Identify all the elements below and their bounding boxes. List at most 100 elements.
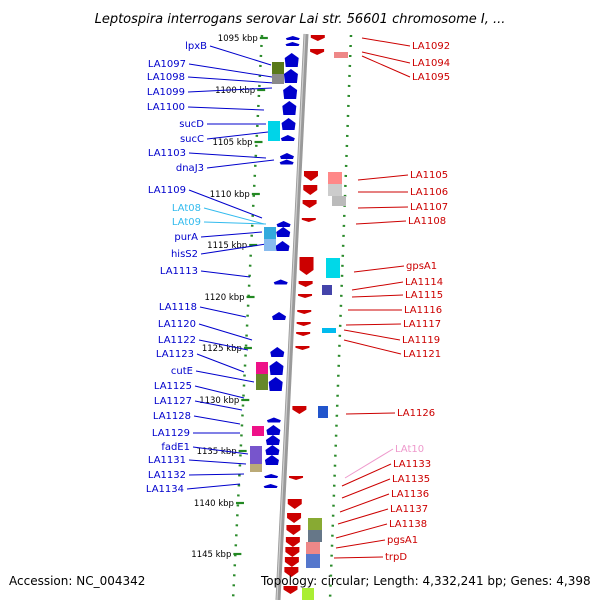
gene-label-la1137[interactable]: LA1137 <box>390 504 428 515</box>
gene-label-lat08[interactable]: LAt08 <box>172 203 201 214</box>
gene-label-lat09[interactable]: LAt09 <box>172 217 201 228</box>
forward-gene[interactable] <box>279 159 294 165</box>
gene-label-la1122[interactable]: LA1122 <box>158 335 196 346</box>
forward-gene[interactable] <box>283 85 298 99</box>
forward-gene[interactable] <box>264 474 279 478</box>
gene-label-la1125[interactable]: LA1125 <box>154 381 192 392</box>
gene-label-la1100[interactable]: LA1100 <box>147 102 185 113</box>
reverse-gene[interactable] <box>284 567 299 577</box>
gene-label-la1106[interactable]: LA1106 <box>410 187 448 198</box>
reverse-gene[interactable] <box>303 185 318 195</box>
reverse-gene[interactable] <box>286 525 301 535</box>
gene-label-la1132[interactable]: LA1132 <box>148 470 186 481</box>
forward-gene[interactable] <box>282 101 297 115</box>
reverse-gene[interactable] <box>299 257 314 275</box>
gene-label-pgsa1[interactable]: pgsA1 <box>387 535 418 546</box>
forward-gene[interactable] <box>273 279 288 285</box>
forward-gene[interactable] <box>276 227 291 237</box>
gene-label-la1113[interactable]: LA1113 <box>160 266 198 277</box>
gene-label-la1115[interactable]: LA1115 <box>405 290 443 301</box>
gene-label-la1127[interactable]: LA1127 <box>154 396 192 407</box>
forward-gene[interactable] <box>285 42 300 46</box>
reverse-gene[interactable] <box>303 171 318 181</box>
gene-label-la1095[interactable]: LA1095 <box>412 72 450 83</box>
reverse-gene[interactable] <box>302 200 317 208</box>
forward-gene[interactable] <box>272 312 287 320</box>
gene-label-la1107[interactable]: LA1107 <box>410 202 448 213</box>
forward-gene[interactable] <box>264 455 279 465</box>
gene-label-la1114[interactable]: LA1114 <box>405 277 443 288</box>
gene-label-la1121[interactable]: LA1121 <box>403 349 441 360</box>
forward-gene[interactable] <box>266 417 281 423</box>
forward-gene[interactable] <box>269 361 284 375</box>
forward-gene[interactable] <box>275 241 290 251</box>
reverse-gene[interactable] <box>285 547 300 557</box>
gene-label-gpsa1[interactable]: gpsA1 <box>406 261 437 272</box>
forward-gene[interactable] <box>266 425 281 435</box>
gene-label-la1099[interactable]: LA1099 <box>147 87 185 98</box>
gene-label-la1117[interactable]: LA1117 <box>403 319 441 330</box>
gene-label-la1123[interactable]: LA1123 <box>156 349 194 360</box>
gene-label-fade1[interactable]: fadE1 <box>161 442 190 453</box>
reverse-gene[interactable] <box>284 557 299 567</box>
gene-label-succ[interactable]: sucC <box>180 134 204 145</box>
gene-label-trpd[interactable]: trpD <box>385 552 407 563</box>
reverse-gene[interactable] <box>287 499 302 509</box>
gene-label-la1119[interactable]: LA1119 <box>402 335 440 346</box>
reverse-gene[interactable] <box>283 586 298 594</box>
reverse-gene[interactable] <box>296 332 311 336</box>
forward-gene[interactable] <box>276 221 291 227</box>
forward-gene[interactable] <box>263 484 278 488</box>
forward-gene[interactable] <box>270 347 285 357</box>
gene-label-la1134[interactable]: LA1134 <box>146 484 184 495</box>
feature-block <box>328 184 342 196</box>
gene-label-la1092[interactable]: LA1092 <box>412 41 450 52</box>
gene-label-la1103[interactable]: LA1103 <box>148 148 186 159</box>
gene-label-la1105[interactable]: LA1105 <box>410 170 448 181</box>
gene-label-cute[interactable]: cutE <box>171 366 193 377</box>
forward-gene[interactable] <box>265 445 280 455</box>
gene-label-sucd[interactable]: sucD <box>179 119 204 130</box>
gene-label-la1097[interactable]: LA1097 <box>148 59 186 70</box>
gene-label-lat10[interactable]: LAt10 <box>395 444 424 455</box>
reverse-gene[interactable] <box>295 346 310 350</box>
reverse-gene[interactable] <box>310 35 325 41</box>
forward-gene[interactable] <box>284 53 299 67</box>
forward-gene[interactable] <box>281 118 296 130</box>
reverse-gene[interactable] <box>287 513 302 523</box>
gene-label-la1118[interactable]: LA1118 <box>159 302 197 313</box>
gene-label-la1098[interactable]: LA1098 <box>147 72 185 83</box>
gene-label-la1138[interactable]: LA1138 <box>389 519 427 530</box>
gene-label-la1094[interactable]: LA1094 <box>412 58 450 69</box>
gene-label-la1135[interactable]: LA1135 <box>392 474 430 485</box>
gene-label-pura[interactable]: purA <box>174 232 198 243</box>
gene-label-la1133[interactable]: LA1133 <box>393 459 431 470</box>
reverse-gene[interactable] <box>298 294 313 298</box>
gene-label-la1128[interactable]: LA1128 <box>153 411 191 422</box>
gene-label-la1116[interactable]: LA1116 <box>404 305 442 316</box>
gene-label-la1129[interactable]: LA1129 <box>152 428 190 439</box>
gene-label-lpxb[interactable]: lpxB <box>185 41 207 52</box>
gene-label-la1126[interactable]: LA1126 <box>397 408 435 419</box>
forward-gene[interactable] <box>285 36 300 40</box>
gene-label-la1136[interactable]: LA1136 <box>391 489 429 500</box>
reverse-gene[interactable] <box>296 322 311 326</box>
forward-gene[interactable] <box>268 377 283 391</box>
reverse-gene[interactable] <box>301 218 316 222</box>
reverse-gene[interactable] <box>285 537 300 547</box>
forward-gene[interactable] <box>265 435 280 445</box>
forward-gene[interactable] <box>283 69 298 83</box>
reverse-gene[interactable] <box>292 406 307 414</box>
reverse-gene[interactable] <box>310 49 325 55</box>
gene-label-la1120[interactable]: LA1120 <box>158 319 196 330</box>
gene-label-dnaj3[interactable]: dnaJ3 <box>176 163 204 174</box>
gene-label-la1109[interactable]: LA1109 <box>148 185 186 196</box>
gene-label-la1108[interactable]: LA1108 <box>408 216 446 227</box>
gene-label-la1131[interactable]: LA1131 <box>148 455 186 466</box>
forward-gene[interactable] <box>280 135 295 141</box>
gene-label-hiss2[interactable]: hisS2 <box>171 249 198 260</box>
reverse-gene[interactable] <box>298 281 313 287</box>
forward-gene[interactable] <box>279 153 294 159</box>
reverse-gene[interactable] <box>289 476 304 480</box>
reverse-gene[interactable] <box>297 310 312 314</box>
